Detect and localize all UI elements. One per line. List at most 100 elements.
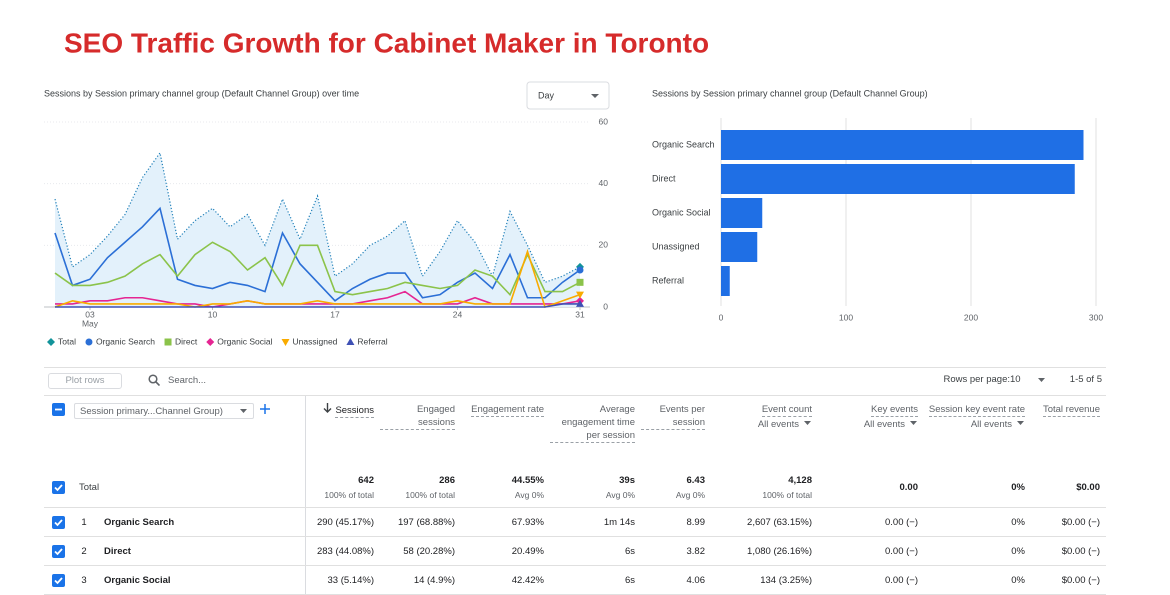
row-cell: 6s xyxy=(550,565,641,595)
legend-marker xyxy=(85,338,93,346)
row-cell: 134 (3.25%) xyxy=(711,565,818,595)
checkbox-cell xyxy=(44,565,74,595)
checkbox-box[interactable] xyxy=(52,480,65,494)
checkbox[interactable] xyxy=(52,544,65,558)
filter-value[interactable]: All events xyxy=(863,419,905,430)
select-arrow[interactable] xyxy=(591,94,599,98)
column-header[interactable]: Engagement rate xyxy=(461,396,550,467)
column-header[interactable]: Sessions xyxy=(305,396,380,467)
column-header[interactable]: Total revenue xyxy=(1031,396,1106,467)
dropdown-arrow xyxy=(240,409,247,413)
category-label: Referral xyxy=(652,275,684,285)
filter-value[interactable]: All events xyxy=(757,419,799,430)
rows-per-page-select[interactable]: 10 xyxy=(1010,374,1046,385)
column-header[interactable]: Events per session xyxy=(641,396,711,467)
pagination: 1-5 of 5 xyxy=(1069,374,1102,385)
checkbox-box[interactable] xyxy=(52,544,65,558)
bar xyxy=(721,164,1075,194)
column-header[interactable]: Average engagement time per session xyxy=(550,396,641,467)
line xyxy=(54,206,581,302)
checkbox-box[interactable] xyxy=(52,515,65,529)
row-cell: 33 (5.14%) xyxy=(305,565,380,595)
dimension-select-value[interactable]: Session primary...Channel Group) xyxy=(80,405,223,417)
column-name[interactable]: Total revenue xyxy=(1042,404,1100,417)
total-value: 0.00 xyxy=(899,481,919,493)
total-sub: Avg 0% xyxy=(514,489,544,500)
rows-per-page-value[interactable]: 10 xyxy=(1010,374,1021,385)
row-cell: 4.06 xyxy=(641,565,711,595)
row-cell: 2,607 (63.15%) xyxy=(711,507,818,537)
row-name: Direct xyxy=(100,536,306,566)
checkbox-box[interactable] xyxy=(52,573,65,587)
plot-rows-button[interactable]: Plot rows xyxy=(48,373,122,389)
total-label: Total xyxy=(74,467,306,508)
total-sub: 100% of total xyxy=(762,489,812,500)
dimension-header: Session primary...Channel Group) xyxy=(74,396,306,467)
x-tick-label: 31 xyxy=(575,309,585,319)
column-name[interactable]: Key events xyxy=(871,404,918,417)
select-value[interactable]: Day xyxy=(538,90,555,100)
x-tick-label: 200 xyxy=(964,312,978,322)
column-name[interactable]: Session key event rate xyxy=(928,404,1025,417)
header-row: Session primary...Channel Group) Sessions… xyxy=(44,396,1106,467)
search[interactable]: Search... xyxy=(148,374,206,386)
column-filter[interactable]: All events xyxy=(711,419,812,430)
x-tick-label: 17 xyxy=(330,309,340,319)
row-cell: 290 (45.17%) xyxy=(305,507,380,537)
legend-marker xyxy=(47,338,55,346)
column-name[interactable]: Engagement rate xyxy=(471,404,544,417)
column-header[interactable]: Engaged sessions xyxy=(380,396,461,467)
column-name[interactable]: Sessions xyxy=(335,405,374,418)
header-checkbox-cell xyxy=(44,396,74,467)
column-header[interactable]: Session key event rate All events xyxy=(924,396,1031,467)
checkbox-mark xyxy=(54,518,63,526)
add-dimension[interactable] xyxy=(260,403,270,414)
dropdown-arrow xyxy=(804,421,811,425)
total-cell: $0.00 xyxy=(1031,467,1106,508)
column-filter[interactable]: All events xyxy=(818,419,918,430)
checkbox[interactable] xyxy=(52,515,65,529)
marker xyxy=(576,266,584,274)
dimension-select[interactable]: Session primary...Channel Group) xyxy=(74,403,254,419)
bar-chart-title: Sessions by Session primary channel grou… xyxy=(652,88,928,98)
column-name[interactable]: Engaged sessions xyxy=(380,403,455,430)
bar xyxy=(721,232,758,262)
column-name[interactable]: Average engagement time per session xyxy=(550,403,635,443)
checkbox[interactable] xyxy=(52,480,65,494)
line-chart-title: Sessions by Session primary channel grou… xyxy=(44,88,359,98)
period-select[interactable]: Day xyxy=(526,81,610,110)
select-box[interactable] xyxy=(526,81,610,110)
row-cell: 197 (68.88%) xyxy=(380,507,461,537)
metrics-table: Session primary...Channel Group) Sessions… xyxy=(44,396,1106,595)
column-name[interactable]: Events per session xyxy=(641,403,705,430)
category-label: Organic Social xyxy=(652,207,711,217)
checkbox[interactable] xyxy=(52,573,65,587)
total-value: 642 xyxy=(358,474,374,486)
column-header[interactable]: Key events All events xyxy=(818,396,924,467)
column-name[interactable]: Event count xyxy=(761,404,812,417)
checkbox[interactable] xyxy=(52,403,65,416)
legend-label: Referral xyxy=(357,336,387,346)
filter-value[interactable]: All events xyxy=(970,419,1012,430)
checkbox-mark xyxy=(54,547,63,555)
checkbox-cell xyxy=(44,467,74,508)
category-label: Direct xyxy=(652,173,676,183)
row-cell: $0.00 (−) xyxy=(1031,565,1106,595)
total-value: 0% xyxy=(1011,481,1025,493)
legend-marker xyxy=(206,338,215,346)
data-row: 3 Organic Social 33 (5.14%) 14 (4.9%) 42.42%… xyxy=(44,565,1106,595)
sort-arrow xyxy=(323,403,332,413)
search-placeholder[interactable]: Search... xyxy=(168,374,207,386)
marker xyxy=(576,299,584,307)
row-cell: 0.00 (−) xyxy=(818,565,924,595)
x-tick-label: 03 xyxy=(85,309,95,319)
bar xyxy=(721,266,730,296)
column-filter[interactable]: All events xyxy=(924,419,1025,430)
column-header[interactable]: Event count All events xyxy=(711,396,818,467)
legend-label: Total xyxy=(58,336,76,346)
y-tick-label: 40 xyxy=(599,178,609,188)
total-sub: 100% of total xyxy=(405,489,455,500)
total-value: 4,128 xyxy=(788,474,812,486)
row-cell: 3.82 xyxy=(641,536,711,566)
